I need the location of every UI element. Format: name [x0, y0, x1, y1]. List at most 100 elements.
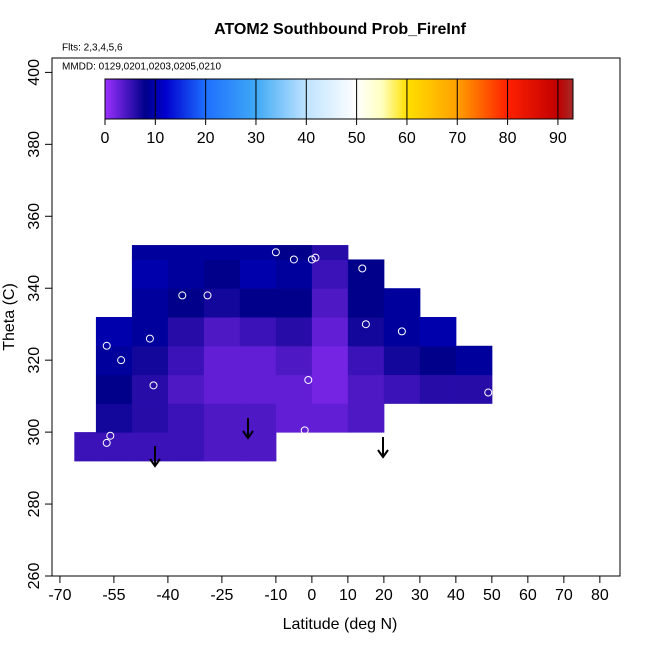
heat-cell [131, 317, 169, 347]
heat-cell [203, 259, 241, 289]
heat-cell [383, 317, 421, 347]
heat-cell [383, 345, 421, 376]
heat-cell [95, 403, 133, 433]
heat-cell [419, 374, 457, 404]
data-point [102, 438, 111, 447]
colorbar-tick-label: 90 [549, 130, 567, 147]
heat-cell [419, 345, 457, 376]
heat-cell [311, 345, 349, 376]
heat-cell [311, 374, 349, 404]
heat-cell [203, 245, 241, 260]
heat-cell [95, 374, 133, 404]
y-tick-label: 400 [26, 59, 43, 86]
heat-cell [311, 403, 349, 433]
x-tick-label: -25 [210, 587, 233, 604]
heat-cell [383, 288, 421, 318]
heat-cell [239, 345, 277, 376]
x-tick-label: 40 [447, 587, 465, 604]
heat-cell [95, 317, 133, 347]
x-tick-label: 20 [375, 587, 393, 604]
heat-cell [347, 403, 385, 433]
heat-cell [347, 259, 385, 289]
data-point [289, 255, 298, 264]
x-axis-label: Latitude (deg N) [283, 616, 398, 633]
arrow [377, 437, 389, 459]
colorbar-tick-label: 60 [398, 130, 416, 147]
subtitle: Flts: 2,3,4,5,6 [62, 43, 123, 54]
heat-cell [131, 403, 169, 433]
y-tick-label: 280 [26, 491, 43, 518]
heat-cell [95, 345, 133, 376]
heat-cell [347, 345, 385, 376]
heat-cell [203, 317, 241, 347]
heatmap [74, 245, 493, 462]
data-point [109, 266, 118, 275]
heat-cell [167, 288, 205, 318]
heat-cell [131, 432, 169, 462]
y-tick-label: 340 [26, 275, 43, 302]
heat-cell [275, 317, 313, 347]
heat-cell [203, 403, 241, 433]
y-axis-label: Theta (C) [1, 283, 18, 351]
data-point [304, 375, 313, 384]
heat-cell [275, 345, 313, 376]
heat-cell [311, 259, 349, 289]
y-tick-label: 260 [26, 563, 43, 590]
colorbar-tick-label: 50 [348, 130, 366, 147]
data-point [178, 291, 187, 300]
colorbar-tick-label: 0 [101, 130, 110, 147]
colorbar-tick-label: 40 [297, 130, 315, 147]
heat-cell [311, 317, 349, 347]
heat-cell [275, 288, 313, 318]
data-point [484, 388, 493, 397]
heat-cell [455, 345, 493, 376]
heat-cell [95, 432, 133, 462]
data-point [145, 334, 154, 343]
arrow [242, 418, 254, 440]
x-tick-label: -10 [264, 587, 287, 604]
heat-cell [167, 432, 205, 462]
y-tick-label: 320 [26, 347, 43, 374]
heat-cell [131, 374, 169, 404]
heat-cell [347, 374, 385, 404]
heat-cell [167, 345, 205, 376]
x-tick-label: -40 [156, 587, 179, 604]
heat-cell [167, 374, 205, 404]
heat-cell [74, 432, 97, 462]
colorbar-tick-label: 30 [247, 130, 265, 147]
y-tick-label: 300 [26, 419, 43, 446]
data-point [149, 381, 158, 390]
data-point [271, 248, 280, 257]
plot-frame [51, 57, 621, 577]
colorbar-tick-label: 10 [146, 130, 164, 147]
data-point [117, 356, 126, 365]
heat-cell [167, 403, 205, 433]
heat-cell [203, 374, 241, 404]
x-tick-label: -55 [102, 587, 125, 604]
x-tick-label: 50 [483, 587, 501, 604]
x-tick-label: 80 [591, 587, 609, 604]
chart-title: ATOM2 Southbound Prob_FireInf [214, 21, 467, 38]
colorbar-tick-label: 70 [448, 130, 466, 147]
x-tick-label: 0 [307, 587, 316, 604]
y-tick-label: 380 [26, 131, 43, 158]
data-point [203, 291, 212, 300]
heat-cell [347, 288, 385, 318]
heat-cell [311, 288, 349, 318]
heat-cell [239, 374, 277, 404]
data-point [91, 248, 100, 257]
data-point [361, 320, 370, 329]
arrow [149, 446, 161, 468]
heat-cell [311, 245, 349, 260]
x-tick-label: 60 [519, 587, 537, 604]
data-point [300, 426, 309, 435]
data-point [106, 431, 115, 440]
x-tick-label: 70 [555, 587, 573, 604]
x-tick-label: 10 [339, 587, 357, 604]
x-tick-label: 30 [411, 587, 429, 604]
heat-cell [203, 432, 241, 462]
points [91, 248, 493, 447]
heat-cell [131, 259, 169, 289]
y-tick-label: 360 [26, 203, 43, 230]
